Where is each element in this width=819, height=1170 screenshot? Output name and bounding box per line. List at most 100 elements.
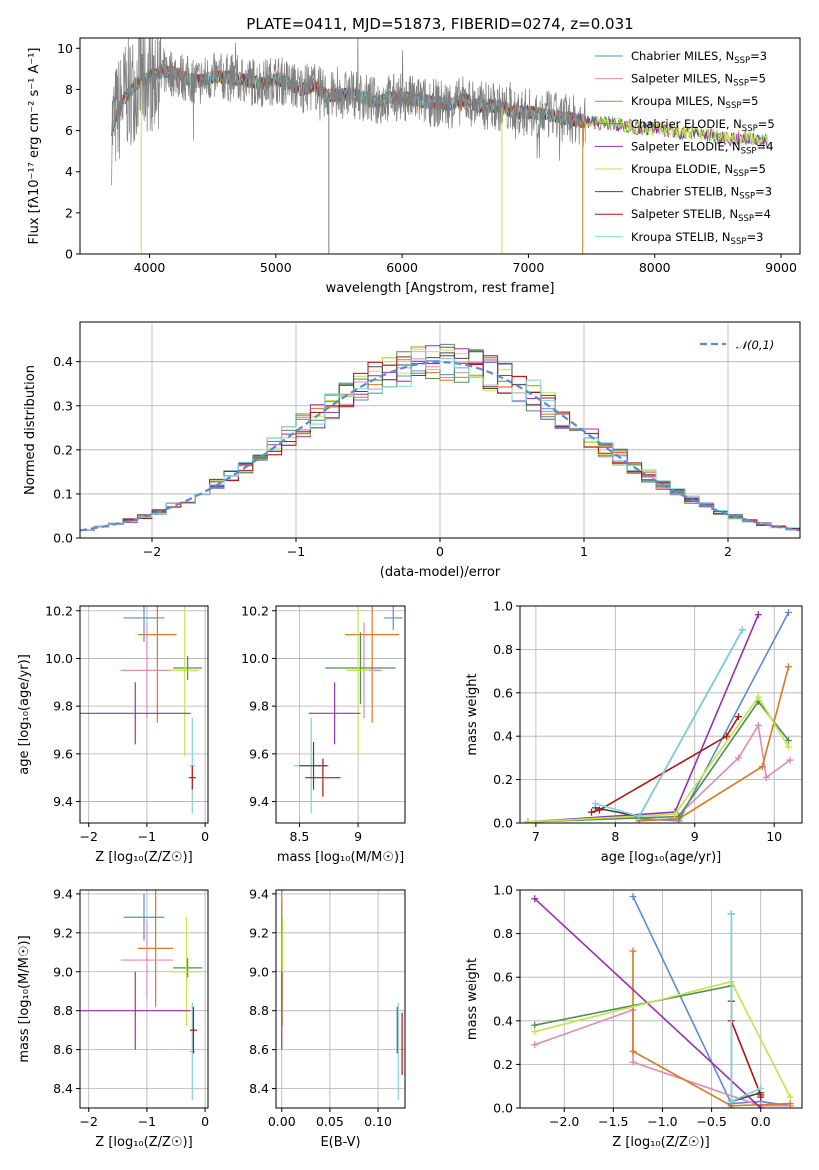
residuals-panel: −2 −1 0 1 2 0.0 0.1 0.2 0.3 0.4 (data-model)/error… [23, 321, 801, 580]
x-tick-label: 6000 [386, 260, 418, 275]
y-tick-label: 0.0 [493, 816, 513, 831]
x-tick-label: 0 [201, 829, 209, 844]
x-tick-label: −2 [80, 1114, 98, 1129]
y-tick-label: 0.2 [493, 772, 513, 787]
y-tick-label: 0.6 [493, 970, 513, 985]
mass-weight-vs-metallicity-panel: −2.0 −1.5 −1.0 −0.5 0.0 0.0 0.2 0.4 0.6 0.8 1.0 Z [… [465, 883, 803, 1150]
y-tick-label: 0.4 [493, 1013, 513, 1028]
axes-frame [275, 605, 406, 824]
histogram-series [80, 351, 800, 531]
y-tick-label: 9.2 [53, 925, 73, 940]
axes-frame [79, 605, 209, 824]
y-tick-label: 8.6 [53, 1042, 73, 1057]
x-axis-label: wavelength [Angstrom, rest frame] [326, 281, 555, 296]
y-tick-label: 9.6 [53, 746, 73, 761]
y-tick-label: 0.1 [53, 486, 73, 501]
y-tick-label: 9.4 [249, 886, 269, 901]
legend-subscript: SSP [734, 56, 750, 66]
x-tick-label: 0.00 [268, 1114, 296, 1129]
legend-subscript: SSP [731, 237, 747, 247]
y-tick-label: 9.4 [53, 794, 73, 809]
spectrum-panel: 4000 5000 6000 7000 8000 9000 0 2 4 6 8 10 wavelengt… [27, 37, 801, 296]
y-tick-label: 0.2 [493, 1057, 513, 1072]
age-vs-mass-plot-area [293, 606, 403, 814]
y-tick-label: 10.0 [45, 651, 73, 666]
mass-weight-series [730, 914, 762, 1103]
y-tick-label: 0.6 [493, 685, 513, 700]
spectrum-plot-area [111, 38, 769, 254]
legend-entry-label: Kroupa ELODIE, NSSP=5 [631, 162, 766, 179]
y-tick-label: 8.4 [249, 1081, 269, 1096]
y-tick-label: 2 [65, 205, 73, 220]
y-tick-label: 0.8 [493, 642, 513, 657]
axes-frame [79, 889, 209, 1109]
mass-weight-vs-age-panel: 7 8 9 10 0.0 0.2 0.4 0.6 0.8 1.0 age [log₁₀(age/yr… [465, 599, 803, 865]
legend-entry-label: Chabrier MILES, NSSP=3 [631, 49, 767, 66]
legend-n-value: =5 [758, 117, 775, 131]
mass-weight-series [730, 1001, 762, 1098]
y-tick-label: 1.0 [493, 883, 513, 898]
legend-subscript: SSP [739, 192, 755, 202]
x-tick-label: −2 [80, 829, 98, 844]
axes-frame [519, 605, 803, 824]
y-axis-label: mass weight [465, 673, 480, 755]
x-tick-label: −1 [138, 829, 156, 844]
y-tick-label: 8 [65, 82, 73, 97]
legend-subscript: SSP [726, 101, 742, 111]
legend-n-value: =3 [755, 185, 772, 199]
y-tick-label: 9.2 [249, 925, 269, 940]
mass-vs-ebv-plot-area [281, 890, 403, 1101]
mass-weight-series [595, 629, 744, 818]
legend-n-value: =3 [746, 230, 763, 244]
axes-frame [519, 889, 803, 1109]
figure-title: PLATE=0411, MJD=51873, FIBERID=0274, z=0… [246, 15, 633, 33]
y-axis-label: mass [log₁₀(M/M☉)] [17, 935, 32, 1062]
mass-weight-series [527, 700, 790, 823]
legend-subscript: SSP [741, 146, 757, 156]
y-tick-label: 8.6 [249, 1042, 269, 1057]
x-tick-label: 0.10 [364, 1114, 392, 1129]
y-tick-label: 0.0 [493, 1101, 513, 1116]
x-tick-label: −2 [143, 544, 161, 559]
legend-entry-label: Salpeter ELODIE, NSSP=4 [631, 139, 774, 156]
x-tick-label: 0.05 [316, 1114, 344, 1129]
x-tick-label: 10 [766, 829, 782, 844]
mass-weight-series [730, 914, 761, 1103]
x-tick-label: 9000 [765, 260, 797, 275]
y-tick-label: 0.0 [53, 531, 73, 546]
legend-entry-label: Kroupa MILES, NSSP=5 [631, 94, 758, 111]
y-tick-label: 4 [65, 164, 73, 179]
x-tick-label: 0 [201, 1114, 209, 1129]
mass-vs-metallicity-panel: −2 −1 0 8.4 8.6 8.8 9.0 9.2 9.4 Z [log₁₀(Z/Z☉)] ma… [17, 886, 209, 1150]
y-tick-label: 0.3 [53, 398, 73, 413]
x-tick-label: 0 [436, 544, 444, 559]
age-vs-metallicity-plot-area [80, 606, 203, 814]
y-tick-label: 10.0 [241, 651, 269, 666]
y-tick-label: 9.0 [249, 964, 269, 979]
legend-subscript: SSP [742, 124, 758, 134]
mass-weight-series [591, 716, 740, 813]
mass-weight-series [595, 629, 744, 818]
y-tick-label: 6 [65, 123, 73, 138]
y-tick-label: 10 [57, 41, 73, 56]
histogram-plot-area [80, 343, 800, 532]
axes-frame [275, 889, 406, 1109]
legend-entry-label: Salpeter STELIB, NSSP=4 [631, 207, 771, 224]
legend-subscript: SSP [733, 79, 749, 89]
y-tick-label: 9.8 [249, 699, 269, 714]
y-tick-label: 0.8 [493, 926, 513, 941]
x-tick-label: 9 [691, 829, 699, 844]
x-tick-label: 1 [580, 544, 588, 559]
x-axis-label: Z [log₁₀(Z/Z☉)] [95, 1135, 192, 1150]
x-tick-label: 4000 [134, 260, 166, 275]
legend-entry-label: 𝒩(0,1) [736, 338, 774, 352]
legend-subscript: SSP [738, 214, 754, 224]
x-tick-label: 5000 [260, 260, 292, 275]
y-tick-label: 0.4 [493, 729, 513, 744]
mass-weight-series [639, 666, 790, 822]
x-tick-label: 7 [532, 829, 540, 844]
mass-weight-vs-metallicity-plot-area [531, 893, 794, 1108]
x-tick-label: −1.0 [647, 1114, 677, 1129]
y-tick-label: 9.0 [53, 964, 73, 979]
